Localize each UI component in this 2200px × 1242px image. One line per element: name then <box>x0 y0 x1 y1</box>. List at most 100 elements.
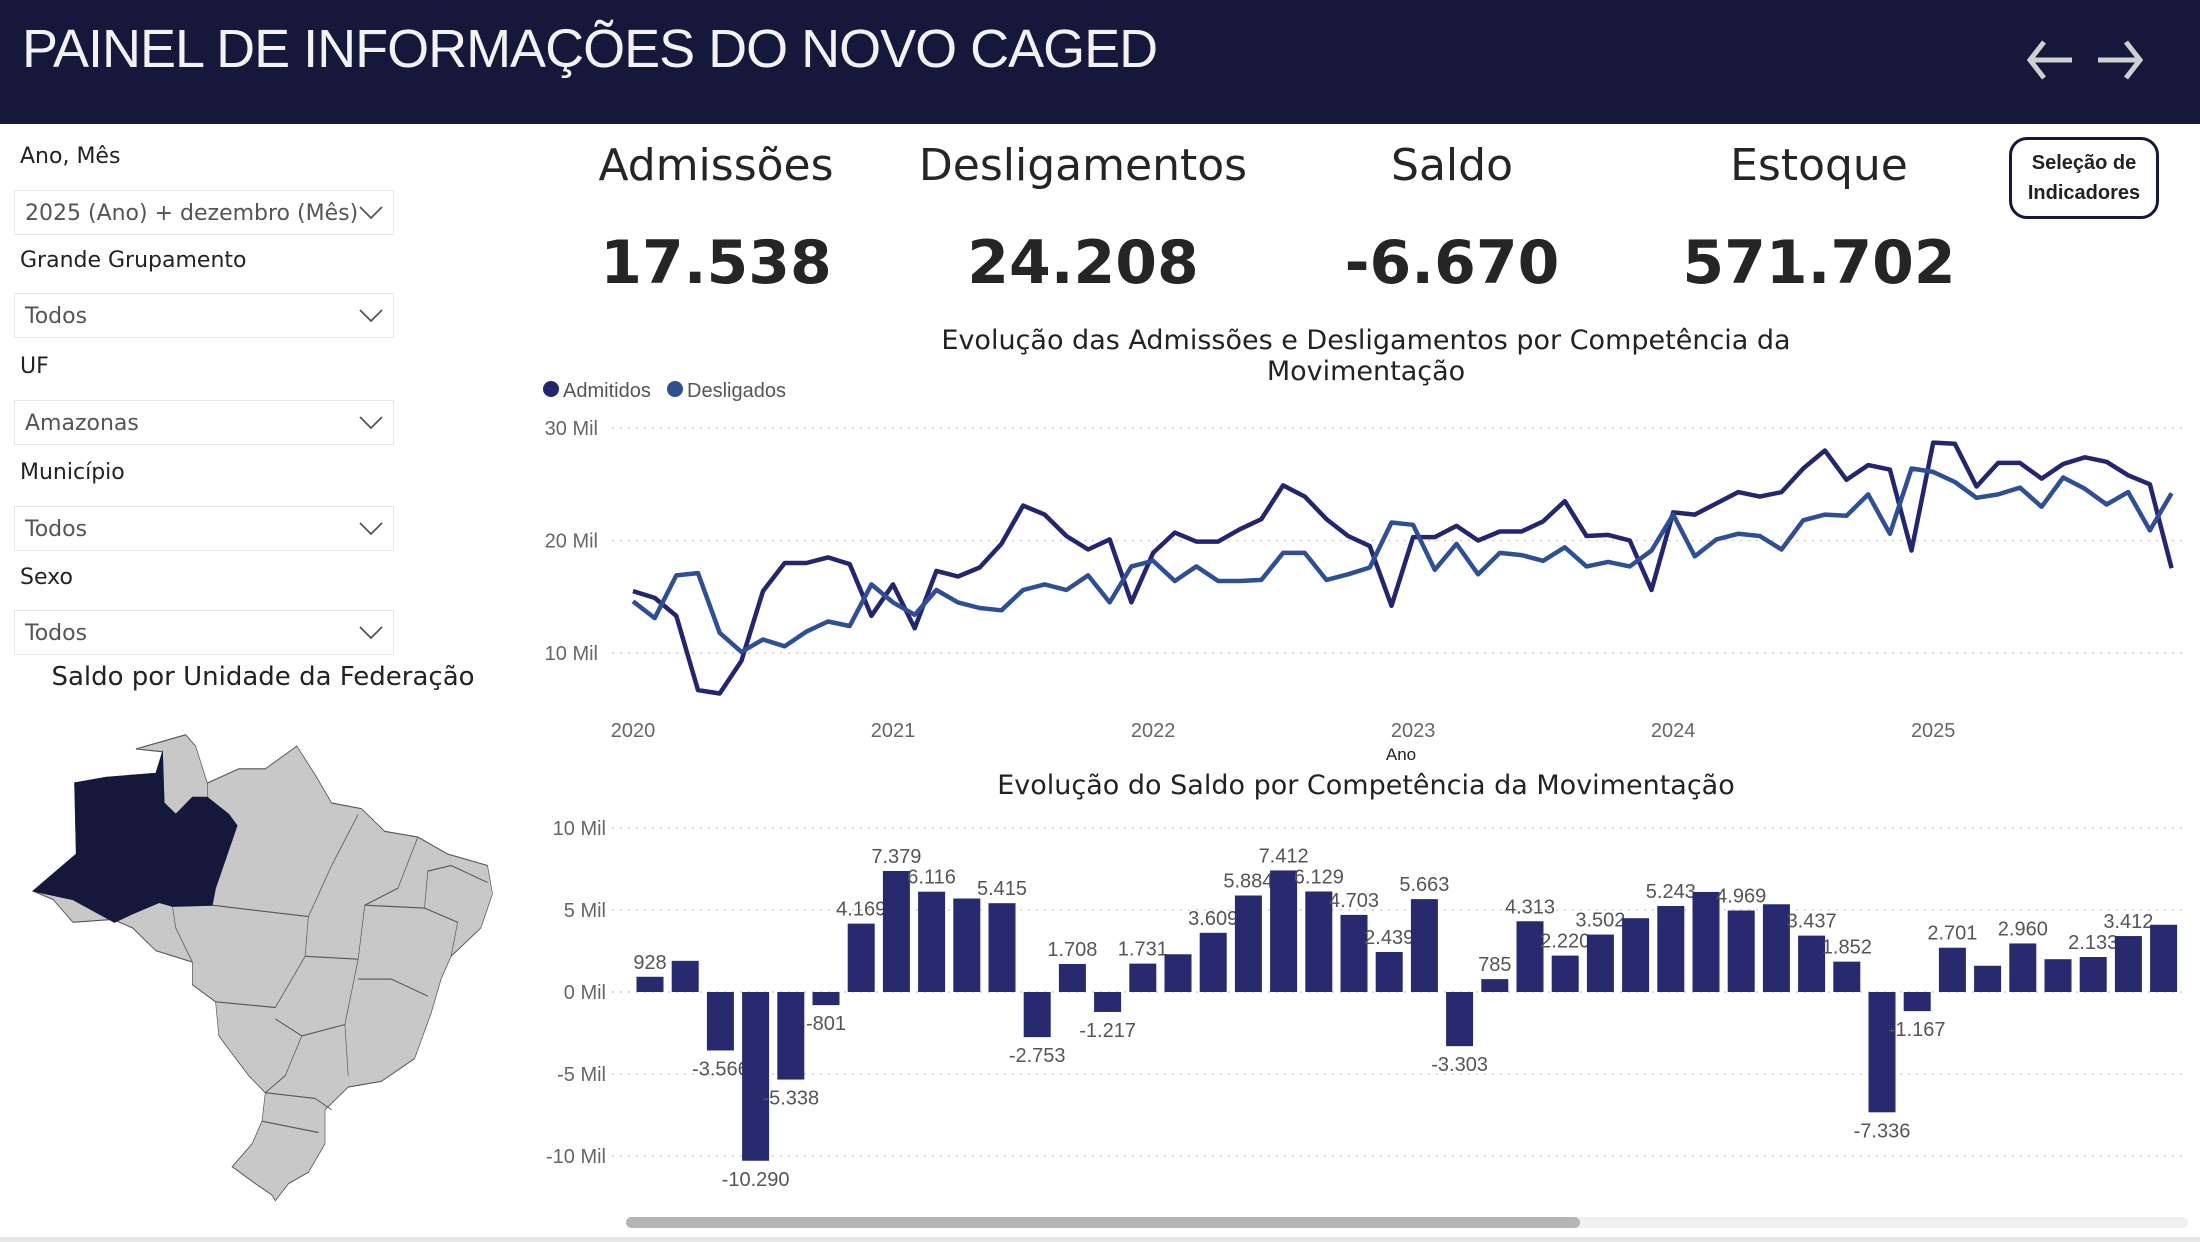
y-tick-label: 10 Mil <box>545 643 598 665</box>
bar-data-label: 5.415 <box>977 878 1027 900</box>
kpi-label: Desligamentos <box>918 140 1248 191</box>
bar <box>1833 961 1861 992</box>
bar-data-label: 4.169 <box>836 899 886 921</box>
bar <box>1516 921 1544 992</box>
bar <box>777 992 805 1080</box>
filter-label: Ano, Mês <box>20 144 121 169</box>
kpi-value: 571.702 <box>1682 228 1956 298</box>
bar-data-label: 7.412 <box>1259 845 1309 867</box>
bar-data-label: 4.313 <box>1505 896 1555 918</box>
bar-data-label: 1.708 <box>1047 939 1097 961</box>
map-title: Saldo por Unidade da Federação <box>51 662 475 692</box>
filter-dropdown[interactable]: 2025 (Ano) + dezembro (Mês) <box>14 190 394 235</box>
x-tick-label: 2025 <box>1911 720 1956 742</box>
bar <box>1446 992 1474 1047</box>
bar <box>636 976 664 992</box>
bar-data-label: 6.116 <box>907 867 956 889</box>
bar-data-label: 3.609 <box>1188 908 1238 930</box>
bar <box>1974 965 2002 992</box>
x-tick-label: 2023 <box>1391 720 1436 742</box>
bar-data-label: 2.133 <box>2068 932 2118 954</box>
bar-chart: -10 Mil -5 Mil 0 Mil 5 Mil 10 Mil 928 -3.566 -1… <box>546 818 2185 1191</box>
filter-dropdown[interactable]: Todos <box>14 293 394 338</box>
back-button[interactable] <box>2020 30 2080 90</box>
bar-data-label: 2.701 <box>1927 923 1977 945</box>
forward-button[interactable] <box>2090 30 2150 90</box>
filter-dropdown[interactable]: Todos <box>14 506 394 551</box>
y-tick-label: 5 Mil <box>564 900 606 922</box>
filter-value: Todos <box>25 517 88 542</box>
y-tick-label: -10 Mil <box>546 1146 606 1168</box>
filter-dropdown[interactable]: Todos <box>14 610 394 655</box>
bar-data-label: 5.243 <box>1646 881 1696 903</box>
filter-label: Município <box>20 460 125 485</box>
series-line-admitidos <box>632 440 2174 696</box>
bar-data-label: 1.731 <box>1118 939 1168 961</box>
chevron-down-icon <box>359 206 383 220</box>
bar <box>1762 904 1790 992</box>
kpi-label: Estoque <box>1730 140 1908 191</box>
bar <box>2079 957 2107 992</box>
bar <box>1938 947 1966 992</box>
bar <box>1657 906 1685 992</box>
bar <box>1798 935 1826 992</box>
legend-label: Desligados <box>687 380 786 402</box>
filter-value: Todos <box>25 621 88 646</box>
bar <box>1094 992 1122 1012</box>
bottom-divider <box>0 1237 2200 1242</box>
bar <box>2150 924 2178 992</box>
legend-marker <box>543 381 559 397</box>
page-title: PAINEL DE INFORMAÇÕES DO NOVO CAGED <box>22 19 1158 79</box>
filter-label: UF <box>20 354 49 379</box>
bar <box>1305 891 1333 992</box>
filter-value: Todos <box>25 304 88 329</box>
arrow-right-icon <box>2098 40 2144 80</box>
bar-data-label: 785 <box>1478 954 1511 976</box>
bar <box>671 960 699 992</box>
indicator-button-line1: Seleção de <box>2031 152 2137 174</box>
bar <box>742 992 770 1161</box>
x-axis-label: Ano <box>1386 745 1416 764</box>
filter-dropdown[interactable]: Amazonas <box>14 400 394 445</box>
bar <box>1164 954 1192 992</box>
legend-label: Admitidos <box>563 380 651 402</box>
bar-chart-scrollbar-thumb[interactable] <box>626 1217 1580 1228</box>
bar <box>1481 979 1509 992</box>
bar <box>1410 899 1438 992</box>
chevron-down-icon <box>359 522 383 536</box>
bar <box>918 891 946 992</box>
kpi-label: Admissões <box>598 140 834 191</box>
bar <box>988 903 1016 992</box>
bar <box>1868 992 1896 1113</box>
bar-data-label: -10.290 <box>722 1169 790 1191</box>
brazil-map[interactable] <box>0 720 520 1220</box>
bar <box>1586 934 1614 992</box>
chevron-down-icon <box>359 416 383 430</box>
bar-data-label: 6.129 <box>1294 866 1344 888</box>
bar <box>1727 910 1755 992</box>
bar <box>882 870 910 992</box>
y-tick-label: 0 Mil <box>564 982 606 1004</box>
bar-data-label: -1.167 <box>1889 1019 1946 1041</box>
bar <box>2114 936 2142 992</box>
bar-data-label: -2.753 <box>1009 1045 1066 1067</box>
bar-data-label: -5.338 <box>762 1088 819 1110</box>
state-borders <box>162 751 488 1134</box>
bar <box>1551 955 1579 992</box>
y-tick-label: -5 Mil <box>557 1064 606 1086</box>
bar <box>1270 870 1298 992</box>
arrow-left-icon <box>2026 40 2072 80</box>
map-region-amazonas[interactable] <box>32 749 238 923</box>
bar-data-label: -3.566 <box>692 1058 749 1080</box>
x-tick-label: 2020 <box>611 720 656 742</box>
y-tick-label: 10 Mil <box>553 818 606 840</box>
bar-data-label: 5.663 <box>1399 874 1449 896</box>
indicator-selection-button[interactable]: Seleção de Indicadores <box>2009 137 2159 219</box>
filter-value: Amazonas <box>25 411 139 436</box>
kpi-value: 24.208 <box>967 228 1199 298</box>
filter-value: 2025 (Ano) + dezembro (Mês) <box>25 201 359 226</box>
bar-data-label: 3.412 <box>2103 911 2153 933</box>
legend-marker <box>667 381 683 397</box>
bar <box>1023 992 1051 1038</box>
bar <box>1903 992 1931 1012</box>
